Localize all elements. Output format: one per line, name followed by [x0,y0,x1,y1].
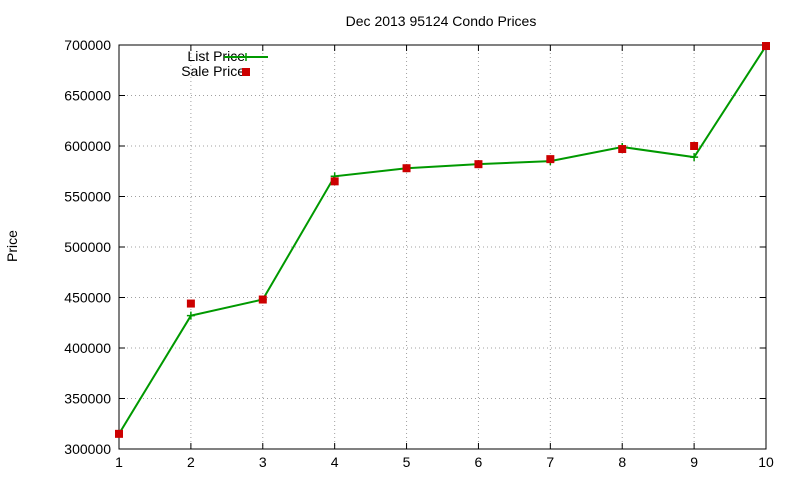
sale-price-point [186,299,195,308]
series-layer [115,42,770,438]
y-tick-label: 600000 [64,138,111,154]
sale-price-point [258,295,267,304]
x-tick-label: 8 [618,454,626,470]
x-tick-label: 9 [690,454,698,470]
sale-price-point [690,142,699,150]
sale-price-point [762,42,770,51]
sale-price-point [330,177,339,186]
grid [119,45,766,449]
y-tick-label: 500000 [64,239,111,255]
x-tick-label: 2 [187,454,195,470]
x-tick-label: 6 [475,454,483,470]
list-price-point [186,311,195,320]
sale-price-point [618,145,627,154]
legend-marker-list-price [242,53,250,61]
sale-price-point [474,160,483,169]
chart-title: Dec 2013 95124 Condo Prices [346,13,537,29]
axes: 300000 350000 400000 450000 500000 550000 6000… [64,37,774,470]
x-tick-label: 1 [115,454,123,470]
legend-label-list-price: List Price [187,48,245,64]
x-tick-label: 10 [758,454,774,470]
y-tick-label: 650000 [64,88,111,104]
legend: List Price Sale Price [181,48,268,79]
y-axis-label: Price [4,230,20,262]
legend-marker-sale-price [242,68,250,76]
x-tick-label: 7 [546,454,554,470]
sale-price-point [402,164,411,173]
y-tick-label: 350000 [64,391,111,407]
sale-price-point [115,429,123,438]
y-tick-label: 300000 [64,441,111,457]
list-price-point [690,153,699,162]
x-tick-label: 5 [403,454,411,470]
y-tick-label: 400000 [64,340,111,356]
y-tick-label: 700000 [64,37,111,53]
plot-frame [118,44,767,450]
x-tick-label: 3 [259,454,267,470]
legend-label-sale-price: Sale Price [181,63,245,79]
y-tick-label: 450000 [64,290,111,306]
x-tick-label: 4 [331,454,339,470]
list-price-line [118,45,767,435]
y-tick-label: 550000 [64,189,111,205]
sale-price-point [546,155,555,164]
